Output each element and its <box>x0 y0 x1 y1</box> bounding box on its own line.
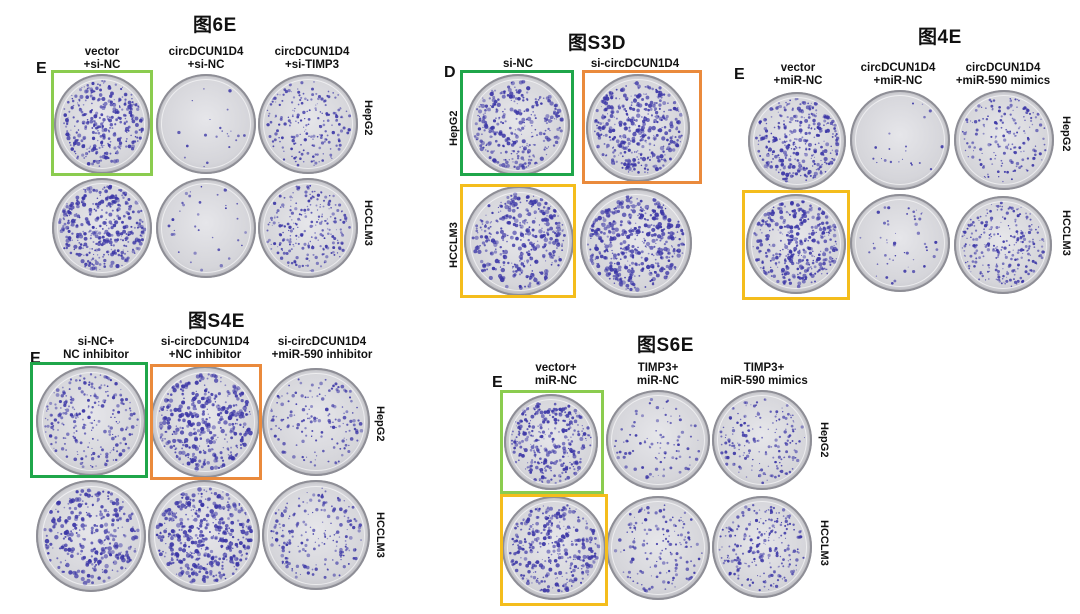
colony-plate <box>466 74 570 176</box>
colony-plate <box>156 74 256 174</box>
row-label: HepG2 <box>818 422 830 458</box>
colony-plate <box>52 178 152 278</box>
panel-title: 图S3D <box>568 33 626 54</box>
colony-plate <box>258 178 358 278</box>
panel-title: 图4E <box>918 27 962 48</box>
highlight-box-light-green <box>51 70 153 176</box>
colony-plate <box>258 74 358 174</box>
colony-plate <box>580 188 692 298</box>
column-header: si-circDCUN1D4 +miR-590 inhibitor <box>271 336 373 361</box>
colony-plate <box>712 390 812 490</box>
colony-plate <box>262 368 370 476</box>
highlight-box-yellow <box>460 184 576 298</box>
column-header: TIMP3+ miR-NC <box>636 362 680 387</box>
colony-plate <box>502 496 606 600</box>
panel-letter: E <box>734 66 745 83</box>
row-label: HepG2 <box>1060 116 1072 152</box>
column-header: circDCUN1D4 +si-TIMP3 <box>274 46 350 71</box>
row-label: HCCLM3 <box>1060 210 1072 256</box>
highlight-box-orange <box>582 70 702 184</box>
colony-plate <box>156 178 256 278</box>
highlight-box-yellow <box>500 494 608 606</box>
colony-plate <box>262 480 370 590</box>
column-header: vector +si-NC <box>83 46 121 71</box>
column-header: circDCUN1D4 +miR-NC <box>860 62 936 87</box>
panel-title: 图S4E <box>188 311 245 332</box>
colony-plate <box>606 390 710 490</box>
column-header: si-circDCUN1D4 <box>590 58 680 70</box>
panel-letter: E <box>36 60 47 77</box>
panel-letter: E <box>492 374 503 391</box>
colony-plate <box>150 366 260 478</box>
column-header: si-NC <box>502 58 534 70</box>
column-header: vector+miR-NC <box>773 62 823 87</box>
colony-plate <box>850 194 950 292</box>
panel-title: 图S6E <box>637 335 694 356</box>
colony-plate <box>504 394 598 490</box>
panel-letter: E <box>30 350 41 367</box>
panel-letter: D <box>444 64 456 81</box>
column-header: TIMP3+ miR-590 mimics <box>720 362 808 387</box>
colony-plate <box>606 496 710 600</box>
colony-plate <box>54 74 150 174</box>
row-label: HepG2 <box>448 110 460 146</box>
highlight-box-orange <box>150 364 262 480</box>
colony-plate <box>954 90 1054 190</box>
row-label: HepG2 <box>374 406 386 442</box>
column-header: circDCUN1D4 +miR-590 mimics <box>955 62 1051 87</box>
row-label: HepG2 <box>362 100 374 136</box>
colony-plate <box>748 92 846 190</box>
colony-plate <box>36 480 146 592</box>
colony-plate <box>148 480 260 592</box>
row-label: HCCLM3 <box>374 512 386 558</box>
column-header: si-circDCUN1D4 +NC inhibitor <box>160 336 250 361</box>
column-header: circDCUN1D4 +si-NC <box>168 46 244 71</box>
colony-plate <box>586 74 690 182</box>
highlight-box-light-green <box>500 390 604 494</box>
column-header: vector+miR-NC <box>534 362 578 387</box>
colony-plate <box>36 366 146 476</box>
highlight-box-dark-green <box>460 70 574 176</box>
panel-title: 图6E <box>193 15 237 36</box>
highlight-box-dark-green <box>30 362 148 478</box>
highlight-box-yellow <box>742 190 850 300</box>
colony-plate <box>954 196 1052 294</box>
colony-plate <box>464 186 574 296</box>
row-label: HCCLM3 <box>362 200 374 246</box>
colony-plate <box>746 194 846 294</box>
row-label: HCCLM3 <box>448 222 460 268</box>
colony-plate <box>712 496 812 598</box>
colony-plate <box>850 90 950 190</box>
column-header: si-NC+ NC inhibitor <box>63 336 129 361</box>
row-label: HCCLM3 <box>818 520 830 566</box>
